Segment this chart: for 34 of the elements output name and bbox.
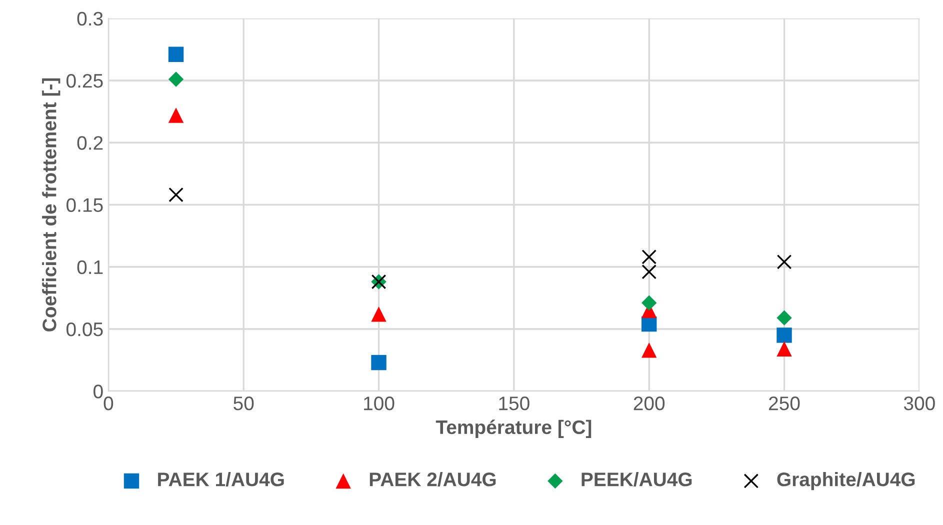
point [371,354,386,370]
point [642,250,657,264]
point [168,46,184,62]
legend-label: PAEK 2/AU4G [370,472,496,486]
point [168,72,184,87]
point [168,187,184,202]
point [641,342,657,358]
y-tick-label: 0.25 [66,74,103,88]
y-tick-label: 0.2 [77,136,103,150]
point [776,341,792,356]
y-axis-title: Coefficient de frottement [-] [42,78,60,332]
y-tick-label: 0.3 [77,12,103,26]
y-tick-label: 0.15 [66,198,103,212]
x-tick-label: 200 [634,396,665,410]
point [776,328,792,343]
point [371,306,386,322]
point [641,295,657,311]
point [776,254,792,270]
point [642,264,657,280]
point [168,108,184,123]
x-tick-label: 150 [499,396,530,410]
y-tick-label: 0.1 [77,260,103,274]
x-tick-label: 300 [904,396,935,410]
x-tick-label: 100 [364,396,394,410]
legend-label: PEEK/AU4G [582,472,692,486]
point [776,310,792,326]
y-tick-label: 0 [94,384,103,398]
y-tick-label: 0.05 [66,322,103,336]
legend-label: Graphite/AU4G [777,472,915,490]
x-tick-label: 50 [234,396,254,410]
x-tick-label: 250 [769,396,800,410]
x-tick-label: 0 [104,396,114,410]
legend-label: PAEK 1/AU4G [158,472,284,486]
x-axis-title: Température [°C] [436,420,592,438]
